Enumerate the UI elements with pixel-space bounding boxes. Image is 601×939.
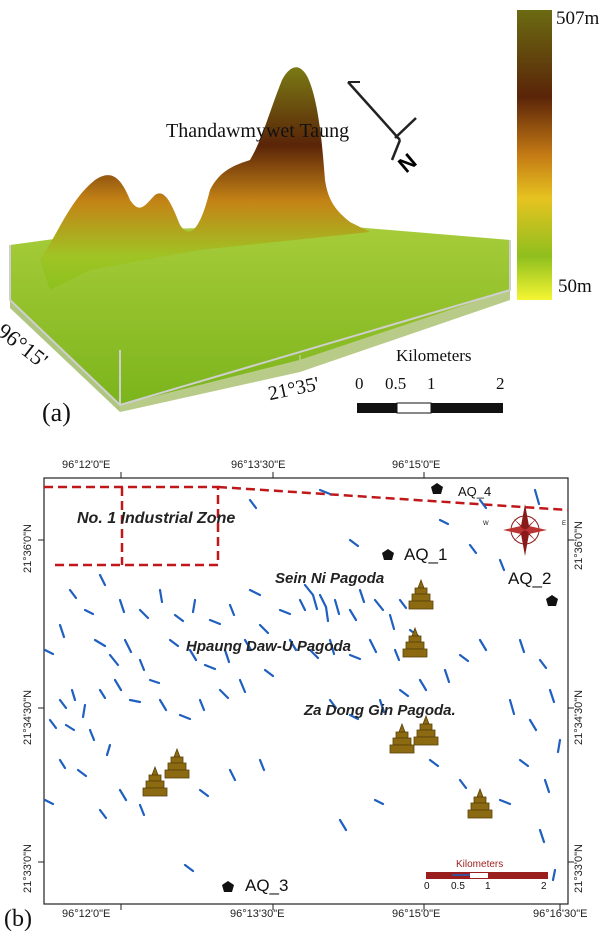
scale-tick-a-0: 0 bbox=[355, 374, 364, 393]
pagoda-icon bbox=[389, 722, 415, 754]
right-lat-tick-2: 21°33'0"N bbox=[573, 844, 585, 893]
bottom-lon-tick-0: 96°12'0"E bbox=[62, 908, 111, 920]
pagoda-icon bbox=[408, 578, 434, 610]
aq3-marker-icon bbox=[222, 881, 234, 892]
compass-letter-e: E bbox=[562, 521, 567, 527]
legend-min-label: 50m bbox=[558, 276, 592, 297]
top-lon-tick-1: 96°13'30"E bbox=[231, 459, 286, 471]
bottom-lon-tick-3: 96°16'30"E bbox=[533, 908, 588, 920]
right-lat-tick-1: 21°34'30"N bbox=[573, 689, 585, 745]
panel-a-label: (a) bbox=[42, 398, 71, 427]
station-markers bbox=[222, 483, 558, 892]
pagoda-symbols bbox=[142, 578, 493, 819]
peak-label: Thandawmywet Taung bbox=[166, 120, 350, 142]
pagoda-label-hpaung-daw-u: Hpaung Daw-U Pagoda bbox=[186, 638, 352, 655]
scale-tick-a-1: 0.5 bbox=[385, 374, 407, 393]
stream-network bbox=[43, 488, 562, 882]
top-lon-tick-2: 96°15'0"E bbox=[392, 459, 441, 471]
left-lat-tick-2: 21°33'0"N bbox=[22, 844, 34, 893]
map-frame bbox=[43, 477, 569, 905]
industrial-zone-label: No. 1 Industrial Zone bbox=[77, 510, 236, 527]
terrain-3d-panel: N bbox=[9, 10, 552, 414]
pagoda-icon bbox=[142, 765, 168, 797]
legend-max-label: 507m bbox=[556, 8, 600, 29]
bottom-lon-tick-2: 96°15'0"E bbox=[392, 908, 441, 920]
svg-text:N: N bbox=[393, 148, 421, 177]
station-label-aq1: AQ_1 bbox=[404, 545, 448, 564]
pagoda-icon bbox=[164, 747, 190, 779]
scale-tick-b-3: 2 bbox=[541, 881, 547, 892]
left-lat-tick-0: 21°36'0"N bbox=[22, 524, 34, 573]
scale-tick-a-3: 2 bbox=[496, 374, 505, 393]
frame-ticks bbox=[38, 472, 574, 910]
bottom-lon-tick-1: 96°13'30"E bbox=[230, 908, 285, 920]
top-lon-tick-0: 96°12'0"E bbox=[62, 459, 111, 471]
terrain-block bbox=[9, 67, 511, 412]
compass-letter-w: W bbox=[483, 521, 489, 527]
scale-tick-b-0: 0 bbox=[424, 881, 430, 892]
scale-bar-b bbox=[426, 872, 548, 879]
station-label-aq4: AQ_4 bbox=[458, 484, 492, 499]
aq2-marker-icon bbox=[546, 595, 558, 606]
scale-title-b: Kilometers bbox=[456, 859, 504, 870]
panel-b-label: (b) bbox=[4, 906, 32, 932]
right-lat-tick-0: 21°36'0"N bbox=[573, 521, 585, 570]
station-label-aq2: AQ_2 bbox=[508, 569, 552, 588]
aq1-marker-icon bbox=[382, 549, 394, 560]
pagoda-icon bbox=[467, 787, 493, 819]
north-arrow-icon: N bbox=[347, 81, 421, 178]
pagoda-icon bbox=[413, 714, 439, 746]
station-label-aq3: AQ_3 bbox=[245, 876, 289, 895]
scale-title-a: Kilometers bbox=[396, 346, 472, 365]
scale-tick-b-2: 1 bbox=[485, 881, 491, 892]
left-lat-tick-1: 21°34'30"N bbox=[22, 689, 34, 745]
pagoda-icon bbox=[402, 626, 428, 658]
scale-tick-a-2: 1 bbox=[427, 374, 436, 393]
compass-rose-icon bbox=[503, 504, 547, 556]
pagoda-label-sein-ni: Sein Ni Pagoda bbox=[275, 570, 385, 587]
aq4-marker-icon bbox=[431, 483, 443, 494]
scale-tick-b-1: 0.5 bbox=[451, 881, 465, 892]
scale-bar-a bbox=[357, 402, 503, 414]
elevation-legend-bar bbox=[517, 10, 552, 300]
pagoda-label-za-dong-gin: Za Dong Gin Pagoda. bbox=[304, 702, 456, 719]
